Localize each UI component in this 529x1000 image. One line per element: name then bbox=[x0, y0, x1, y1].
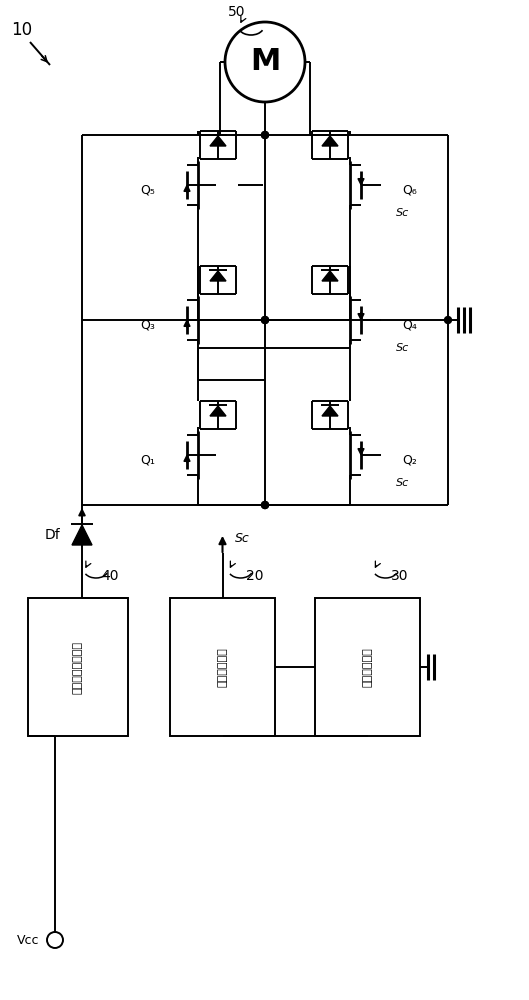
Text: 20: 20 bbox=[246, 569, 263, 583]
Circle shape bbox=[261, 316, 269, 324]
Polygon shape bbox=[210, 271, 226, 281]
Text: Sc: Sc bbox=[396, 208, 409, 218]
Text: 风扇马达启动电路: 风扇马达启动电路 bbox=[73, 641, 83, 694]
Polygon shape bbox=[210, 406, 226, 416]
Bar bbox=[170, 598, 275, 736]
Text: 30: 30 bbox=[391, 569, 408, 583]
Bar bbox=[28, 598, 128, 736]
Circle shape bbox=[261, 316, 269, 324]
Polygon shape bbox=[322, 406, 338, 416]
Text: Q₁: Q₁ bbox=[141, 454, 156, 466]
Text: M: M bbox=[250, 47, 280, 77]
Bar bbox=[315, 598, 420, 736]
Polygon shape bbox=[72, 525, 92, 545]
Polygon shape bbox=[210, 136, 226, 146]
Text: 50: 50 bbox=[228, 5, 246, 19]
Text: Q₄: Q₄ bbox=[403, 318, 417, 332]
Text: 刹车致能电路: 刹车致能电路 bbox=[217, 647, 227, 687]
Circle shape bbox=[261, 131, 269, 138]
Text: Q₆: Q₆ bbox=[403, 184, 417, 196]
Polygon shape bbox=[322, 271, 338, 281]
Text: Sc: Sc bbox=[235, 532, 250, 544]
Text: Df: Df bbox=[44, 528, 60, 542]
Polygon shape bbox=[322, 136, 338, 146]
Text: 10: 10 bbox=[12, 21, 33, 39]
Text: 40: 40 bbox=[101, 569, 118, 583]
Text: Q₂: Q₂ bbox=[403, 454, 417, 466]
Text: Q₅: Q₅ bbox=[141, 184, 156, 196]
Text: Q₃: Q₃ bbox=[141, 318, 156, 332]
Circle shape bbox=[444, 316, 451, 324]
Text: 刹车解除电路: 刹车解除电路 bbox=[362, 647, 372, 687]
Circle shape bbox=[261, 131, 269, 138]
Circle shape bbox=[261, 502, 269, 508]
Text: Vcc: Vcc bbox=[16, 934, 39, 946]
Circle shape bbox=[261, 502, 269, 508]
Text: Sc: Sc bbox=[396, 478, 409, 488]
Text: Sc: Sc bbox=[396, 343, 409, 353]
